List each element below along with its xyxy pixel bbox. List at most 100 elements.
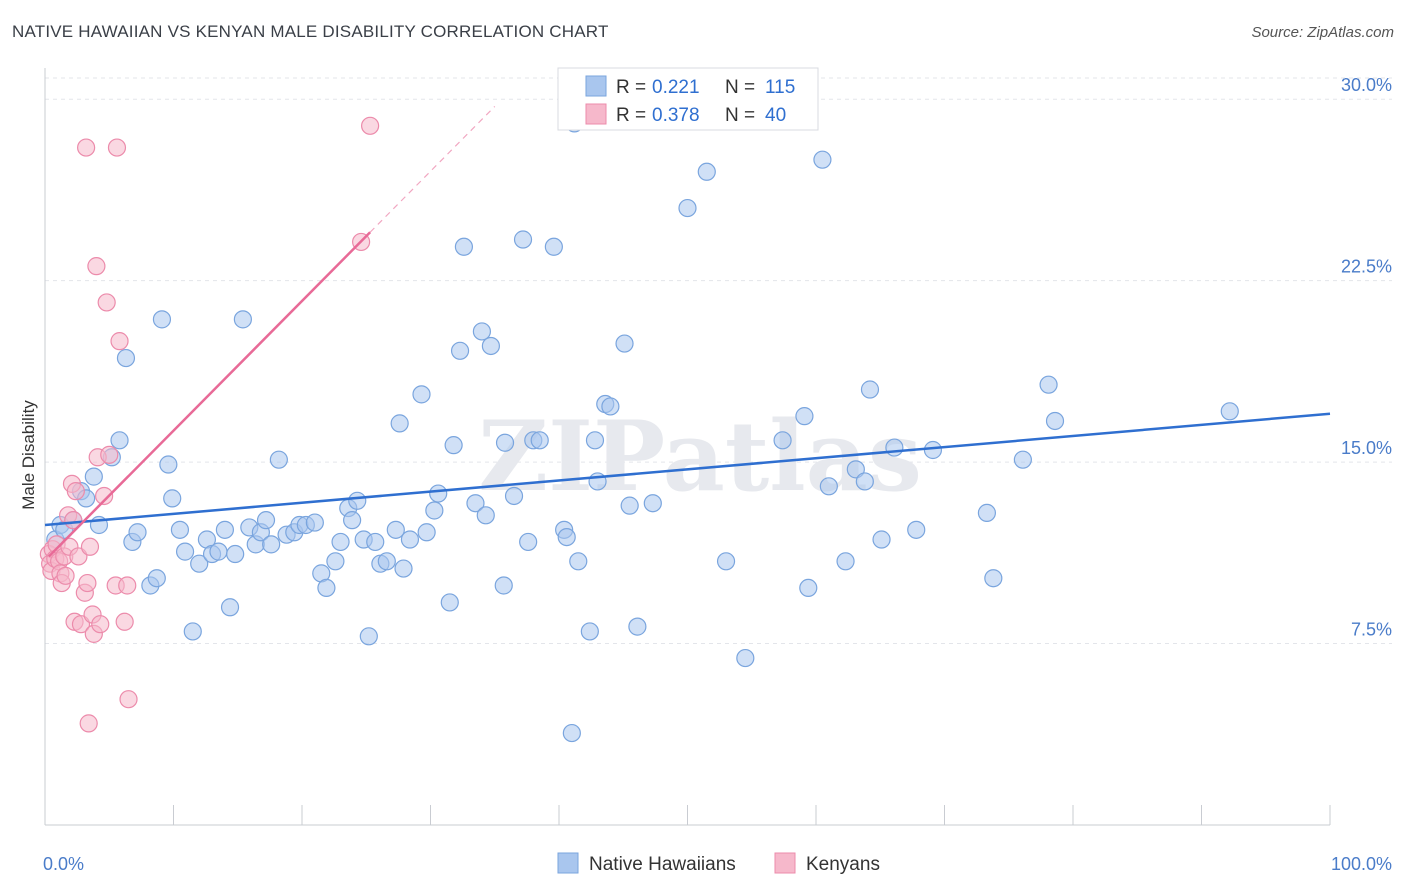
data-point	[450, 341, 470, 360]
y-tick-label: 30.0%	[1341, 75, 1392, 95]
data-point	[530, 431, 549, 450]
data-point	[495, 433, 515, 452]
legend-r-value: 0.221	[652, 77, 700, 98]
data-point	[569, 552, 588, 571]
data-point	[331, 532, 350, 552]
data-point	[585, 431, 605, 450]
grid-lines: 7.5% 15.0% 22.5% 30.0%	[45, 75, 1392, 645]
data-point	[87, 257, 106, 276]
data-point	[209, 542, 228, 561]
legend-series-name: Native Hawaiians	[589, 854, 736, 875]
chart-title: NATIVE HAWAIIAN VS KENYAN MALE DISABILIT…	[12, 22, 609, 41]
data-point	[1039, 375, 1058, 394]
data-point	[1013, 450, 1032, 469]
data-point	[159, 455, 178, 474]
data-point	[977, 503, 997, 523]
y-tick-label: 7.5%	[1351, 620, 1392, 640]
data-point	[513, 230, 533, 249]
data-point	[813, 150, 832, 169]
data-point	[110, 431, 129, 450]
data-point	[84, 467, 103, 486]
legend-swatch	[557, 852, 579, 874]
data-point	[643, 494, 662, 513]
data-point	[262, 535, 281, 554]
legend-n-value: 115	[765, 77, 795, 98]
legend-r-label: R =	[616, 105, 646, 126]
data-point	[377, 552, 396, 571]
data-point	[128, 523, 147, 542]
data-point	[226, 544, 245, 564]
data-point	[984, 569, 1003, 588]
y-tick-label: 15.0%	[1341, 438, 1392, 458]
data-point	[504, 486, 524, 506]
data-point	[361, 116, 380, 135]
data-point	[620, 496, 639, 515]
data-point	[736, 648, 755, 668]
data-point	[400, 530, 420, 549]
data-point	[580, 622, 599, 641]
data-point	[440, 593, 459, 612]
data-point	[220, 598, 240, 617]
axes: 0.0% 100.0%	[43, 68, 1392, 874]
trend-lines	[44, 106, 1331, 558]
data-point	[170, 520, 190, 539]
legend-n-label: N =	[725, 105, 755, 126]
series-kenyans	[39, 116, 380, 733]
y-tick-label: 22.5%	[1341, 257, 1392, 277]
data-point	[215, 520, 234, 539]
data-point	[152, 310, 172, 329]
data-point	[481, 336, 500, 356]
x-tick-label: 100.0%	[1331, 854, 1392, 874]
data-point	[855, 472, 874, 491]
trend-line-extension	[369, 106, 496, 233]
data-point	[601, 397, 620, 416]
data-point	[326, 552, 345, 571]
data-point	[907, 520, 926, 539]
data-point	[348, 491, 367, 510]
data-point	[359, 627, 378, 646]
data-point	[79, 714, 98, 733]
data-point	[872, 530, 891, 549]
legend-n-value: 40	[765, 105, 786, 126]
data-point	[115, 612, 134, 631]
data-point	[429, 484, 448, 503]
data-point	[716, 552, 736, 571]
data-point	[454, 237, 474, 256]
data-point	[116, 348, 136, 368]
data-point	[390, 414, 409, 433]
data-point	[97, 293, 116, 312]
data-point	[1045, 411, 1065, 431]
legend: R = 0.221 N = 115 R = 0.378 N = 40	[557, 67, 819, 131]
y-axis-title: Male Disability	[19, 400, 38, 510]
data-point	[615, 334, 634, 353]
data-point	[118, 576, 137, 595]
data-point	[100, 445, 119, 464]
data-point	[472, 322, 491, 341]
data-point	[476, 506, 495, 525]
data-point	[394, 559, 413, 578]
data-point	[1220, 402, 1239, 421]
data-point	[56, 566, 75, 585]
data-point	[64, 511, 83, 530]
data-point	[269, 450, 288, 469]
legend-swatch	[585, 75, 607, 97]
data-point	[343, 511, 362, 530]
data-point	[412, 385, 431, 404]
data-point	[678, 198, 697, 218]
data-point	[147, 569, 166, 588]
data-point	[386, 520, 405, 539]
data-point	[562, 723, 581, 743]
data-point	[317, 578, 336, 598]
x-tick-label: 0.0%	[43, 854, 84, 874]
data-point	[78, 573, 97, 593]
data-point	[95, 486, 114, 506]
chart-source: Source: ZipAtlas.com	[1251, 24, 1394, 41]
data-point	[846, 460, 865, 479]
data-point	[305, 513, 324, 532]
data-point	[885, 438, 904, 457]
data-point	[425, 501, 444, 520]
data-point	[175, 542, 195, 561]
watermark: ZIPatlas	[478, 400, 922, 513]
series-legend: Native Hawaiians Kenyans	[557, 852, 880, 875]
